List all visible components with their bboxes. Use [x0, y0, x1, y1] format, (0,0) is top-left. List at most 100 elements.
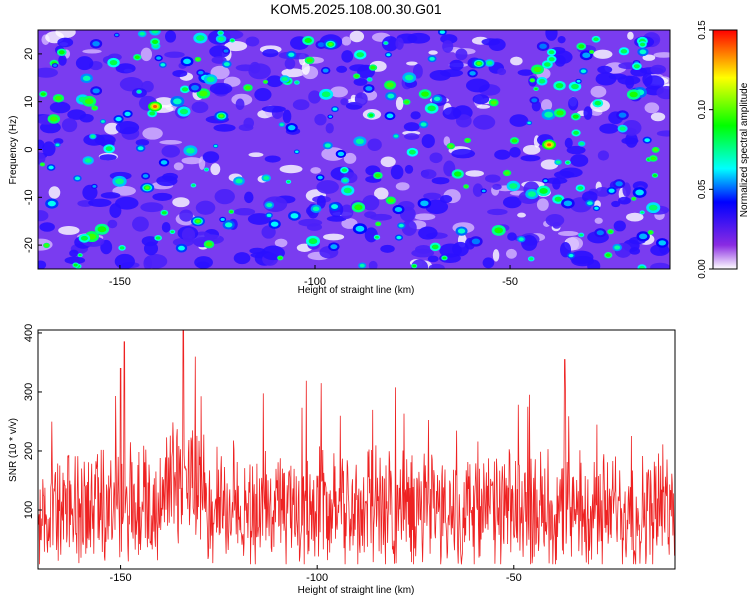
heatmap-cell [69, 249, 79, 257]
heatmap-cell [594, 187, 611, 197]
heatmap-cell [565, 161, 570, 164]
heatmap-cell [629, 91, 638, 98]
heatmap-cell [653, 148, 659, 152]
heatmap-cell [101, 120, 105, 123]
heatmap-cell [298, 218, 323, 227]
heatmap-cell [132, 216, 149, 232]
heatmap-cell [390, 164, 404, 180]
heatmap-cell [522, 144, 541, 155]
heatmap-cell [473, 114, 496, 130]
heatmap-cell [195, 200, 216, 215]
heatmap-cell [502, 196, 522, 209]
heatmap-cell [205, 242, 213, 247]
heatmap-cell [235, 178, 243, 184]
heatmap-cell [367, 78, 372, 81]
heatmap-cell [223, 49, 229, 53]
heatmap-cell [325, 122, 334, 134]
heatmap-cell [340, 98, 349, 106]
heatmap-cell [191, 101, 209, 114]
heatmap-cell [404, 133, 420, 140]
heatmap-cell [331, 204, 339, 209]
heatmap-cell [455, 114, 472, 128]
heatmap-cell [556, 110, 564, 116]
heatmap-cell [648, 231, 653, 234]
heatmap-cell [554, 196, 563, 202]
heatmap-cell [38, 67, 58, 78]
heatmap-cell [94, 134, 116, 146]
heatmap-cell [332, 107, 338, 111]
heatmap-cell [564, 137, 573, 149]
heatmap-cell [230, 39, 235, 42]
heatmap-cell [545, 30, 558, 41]
heatmap-ytick-label: 10 [23, 96, 35, 108]
heatmap-cell [115, 178, 124, 185]
heatmap-cell [97, 226, 107, 233]
heatmap-cell [115, 196, 139, 210]
heatmap-cell [401, 219, 417, 236]
heatmap-cell [161, 221, 171, 233]
heatmap-cell [429, 70, 451, 81]
heatmap-cell [58, 54, 67, 66]
heatmap-cell [244, 191, 254, 204]
heatmap-cell [622, 182, 631, 197]
heatmap-cell [308, 238, 318, 245]
heatmap-cell [336, 65, 348, 73]
heatmap-cell [554, 55, 566, 67]
heatmap-cell [151, 30, 159, 34]
heatmap-cell [374, 173, 381, 178]
heatmap-cell [179, 108, 189, 115]
heatmap-cell [38, 210, 49, 222]
heatmap-cell [143, 241, 159, 256]
heatmap-cell [527, 121, 532, 125]
heatmap-cell [92, 106, 97, 110]
heatmap-cell [540, 159, 559, 170]
colorbar-gradient [712, 29, 738, 270]
heatmap-cell [341, 36, 352, 46]
heatmap-cell [58, 50, 65, 55]
heatmap-cell [140, 202, 164, 213]
heatmap-cell [387, 198, 395, 203]
heatmap-cell [608, 188, 615, 193]
heatmap-cell [384, 41, 388, 45]
heatmap-cell [407, 32, 431, 44]
heatmap-cell [342, 178, 348, 183]
heatmap-cell [517, 69, 534, 76]
heatmap-cell [74, 176, 81, 181]
heatmap-cell [179, 209, 193, 222]
heatmap-cell [578, 44, 585, 49]
colorbar-tick-label: 0.15 [697, 20, 708, 40]
heatmap-cell [155, 236, 161, 240]
heatmap-cell [428, 263, 445, 269]
heatmap-cell [374, 187, 389, 200]
heatmap-cell [248, 152, 264, 158]
heatmap-cell [541, 99, 553, 112]
heatmap-cell [544, 111, 553, 118]
heatmap-ytick-label: -20 [23, 237, 35, 253]
heatmap-cell [488, 38, 506, 52]
heatmap-cell [618, 112, 627, 118]
heatmap-cell [587, 201, 593, 206]
heatmap-cell [245, 85, 251, 90]
heatmap-cell [639, 42, 646, 47]
heatmap-cell [505, 248, 517, 259]
heatmap-cell [644, 75, 665, 90]
heatmap-cell [504, 171, 510, 175]
snr-axes: -150 -100 -50 100 200 300 400 [23, 324, 522, 584]
heatmap-cell [270, 221, 279, 227]
snr-xtick-label: -50 [506, 572, 522, 584]
heatmap-cell [510, 56, 523, 66]
heatmap-cell [627, 31, 634, 40]
heatmap-cell [38, 152, 46, 165]
heatmap-cell [282, 109, 292, 124]
heatmap-cell [306, 58, 313, 63]
heatmap-cell [195, 57, 200, 61]
heatmap-cell [261, 225, 276, 239]
heatmap-cell [343, 152, 357, 164]
heatmap-xtick-label: -50 [502, 276, 518, 288]
heatmap-cell [218, 31, 223, 35]
heatmap-cell [568, 253, 574, 258]
heatmap-cell [362, 195, 380, 211]
heatmap-cell [57, 37, 74, 48]
heatmap-cell [497, 68, 507, 76]
heatmap-cell [194, 256, 213, 269]
